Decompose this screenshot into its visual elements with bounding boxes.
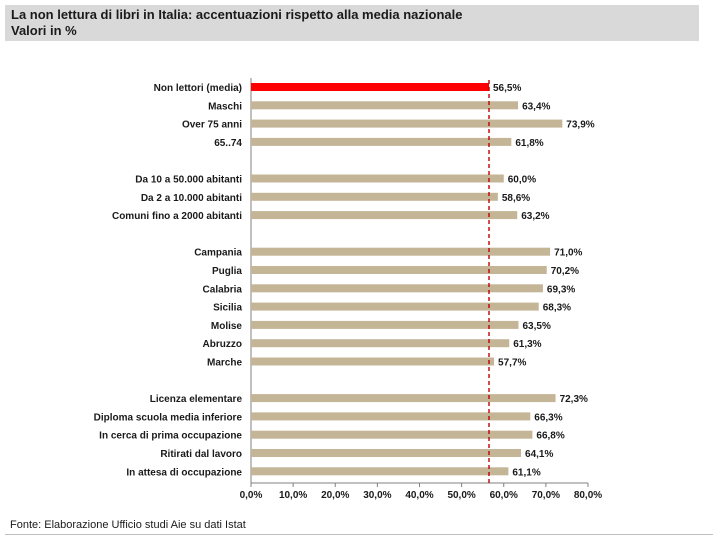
category-label: Puglia: [212, 266, 242, 277]
category-label: Ritirati dal lavoro: [160, 449, 242, 460]
category-label: Comuni fino a 2000 abitanti: [112, 211, 242, 222]
x-tick-label: 70,0%: [532, 490, 560, 501]
bar: [251, 137, 512, 146]
data-label: 61,8%: [515, 138, 543, 149]
bar: [251, 174, 504, 183]
data-label: 72,3%: [560, 394, 588, 405]
bar: [251, 266, 547, 274]
data-label: 63,4%: [522, 101, 550, 112]
category-label: Calabria: [203, 284, 243, 295]
data-label: 64,1%: [525, 449, 553, 460]
data-label: 63,2%: [521, 211, 549, 222]
bar: [251, 211, 518, 220]
x-tick-label: 50,0%: [447, 490, 475, 501]
bar: [251, 449, 522, 457]
category-label: Da 2 a 10.000 abitanti: [141, 193, 242, 204]
x-tick-label: 0,0%: [240, 490, 263, 501]
bar: [251, 412, 531, 421]
category-label: Sicilia: [213, 303, 242, 314]
category-label: 65..74: [214, 138, 242, 149]
bar: [251, 339, 510, 348]
source-note: Fonte: Elaborazione Ufficio studi Aie su…: [10, 519, 246, 531]
category-label: Abruzzo: [203, 339, 242, 350]
category-label: Diploma scuola media inferiore: [94, 412, 243, 423]
x-tick-label: 60,0%: [490, 490, 518, 501]
data-label: 73,9%: [566, 120, 594, 131]
bar: [251, 357, 495, 366]
bar: [251, 119, 563, 128]
data-label: 63,5%: [522, 321, 550, 332]
category-label: Licenza elementare: [150, 394, 243, 405]
data-label: 60,0%: [508, 175, 536, 186]
category-label: Da 10 a 50.000 abitanti: [135, 175, 242, 186]
data-label: 61,1%: [512, 467, 540, 478]
chart-header: La non lettura di libri in Italia: accen…: [5, 5, 699, 41]
category-label: In attesa di occupazione: [126, 467, 242, 478]
category-label: In cerca di prima occupazione: [99, 431, 242, 442]
data-label: 70,2%: [551, 266, 579, 277]
footer-divider: [5, 534, 713, 535]
bar: [251, 467, 509, 476]
bar: [251, 302, 539, 311]
bar: [251, 192, 498, 201]
bar: [251, 101, 519, 110]
data-label: 69,3%: [547, 284, 575, 295]
data-label: 66,3%: [534, 412, 562, 423]
bar: [251, 430, 533, 439]
data-label: 66,8%: [536, 431, 564, 442]
bar: [251, 320, 519, 329]
category-label: Non lettori (media): [154, 83, 242, 94]
x-tick-label: 20,0%: [321, 490, 349, 501]
bar: [251, 394, 556, 403]
bar: [251, 284, 543, 293]
average-bar: [251, 83, 490, 91]
x-tick-label: 30,0%: [363, 490, 391, 501]
category-label: Maschi: [208, 101, 242, 112]
data-label: 58,6%: [502, 193, 530, 204]
bar: [251, 247, 551, 256]
data-label: 61,3%: [513, 339, 541, 350]
data-label: 56,5%: [493, 83, 521, 94]
data-label: 57,7%: [498, 358, 526, 369]
data-label: 68,3%: [543, 303, 571, 314]
x-tick-label: 10,0%: [279, 490, 307, 501]
category-label: Campania: [194, 248, 242, 259]
x-tick-label: 40,0%: [405, 490, 433, 501]
category-label: Over 75 anni: [182, 120, 242, 131]
data-label: 71,0%: [554, 248, 582, 259]
category-label: Molise: [211, 321, 243, 332]
x-tick-label: 80,0%: [574, 490, 602, 501]
chart-subtitle: Valori in %: [11, 23, 77, 38]
chart-title: La non lettura di libri in Italia: accen…: [11, 7, 463, 22]
category-label: Marche: [207, 358, 242, 369]
